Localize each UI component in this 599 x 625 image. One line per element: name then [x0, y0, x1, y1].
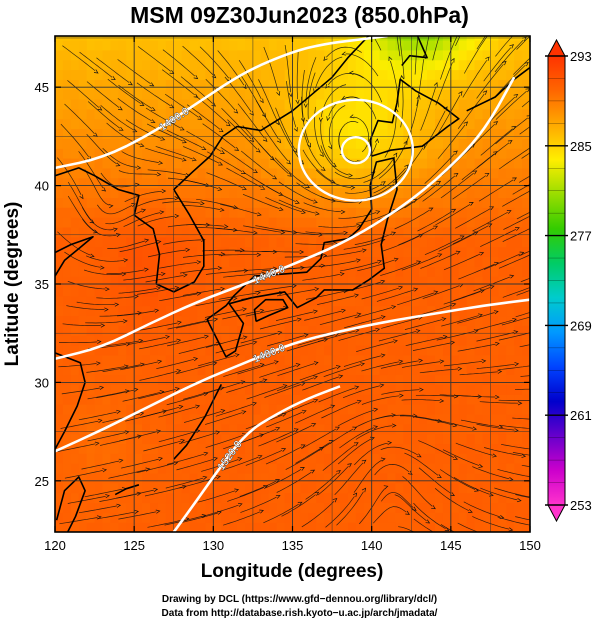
- colorbar: 253 261 269 277 285 293: [545, 38, 592, 523]
- contour-line-1: [55, 76, 516, 361]
- x-tick-label: 120: [44, 538, 66, 553]
- colorbar-top-arrow: [547, 38, 566, 57]
- chart-title: MSM 09Z30Jun2023 (850.0hPa): [130, 2, 469, 28]
- contour-line-3: [172, 385, 341, 532]
- y-tick-label: 45: [35, 80, 49, 95]
- colorbar-tick-label: 269: [570, 318, 592, 333]
- y-tick-label: 35: [35, 277, 49, 292]
- x-axis-label: Longitude (degrees): [201, 561, 384, 582]
- x-tick-label: 135: [282, 538, 304, 553]
- contour-line-2: [55, 298, 530, 453]
- colorbar-tick-label: 277: [570, 229, 592, 244]
- colorbar-tick-label: 261: [570, 408, 592, 423]
- colorbar-tick-label: 253: [570, 498, 592, 513]
- colorbar-tick-label: 293: [570, 49, 592, 64]
- colorbar-bottom-arrow: [547, 504, 566, 523]
- contour-line-0: [55, 36, 388, 170]
- low-ring-0: [297, 98, 415, 202]
- lat-lon-grid: [55, 36, 530, 532]
- low-ring-1: [340, 135, 372, 165]
- coastlines: [55, 36, 530, 532]
- y-tick-label: 40: [35, 179, 49, 194]
- credit-data: Data from http://database.rish.kyoto−u.a…: [161, 608, 438, 619]
- credit-drawing: Drawing by DCL (https://www.gfd−dennou.o…: [161, 594, 438, 605]
- x-tick-label: 125: [123, 538, 145, 553]
- y-axis-ticks: 25 30 35 40 45: [35, 80, 530, 489]
- x-tick-label: 145: [440, 538, 462, 553]
- x-axis-ticks: 120 125 130 135 140 145 150: [44, 36, 541, 553]
- x-tick-label: 150: [519, 538, 541, 553]
- streamlines: [57, 36, 530, 532]
- y-axis-label: Latitude (degrees): [2, 202, 23, 367]
- x-tick-label: 130: [202, 538, 224, 553]
- x-tick-label: 140: [361, 538, 383, 553]
- colorbar-tick-label: 285: [570, 139, 592, 154]
- y-tick-label: 30: [35, 375, 49, 390]
- y-tick-label: 25: [35, 474, 49, 489]
